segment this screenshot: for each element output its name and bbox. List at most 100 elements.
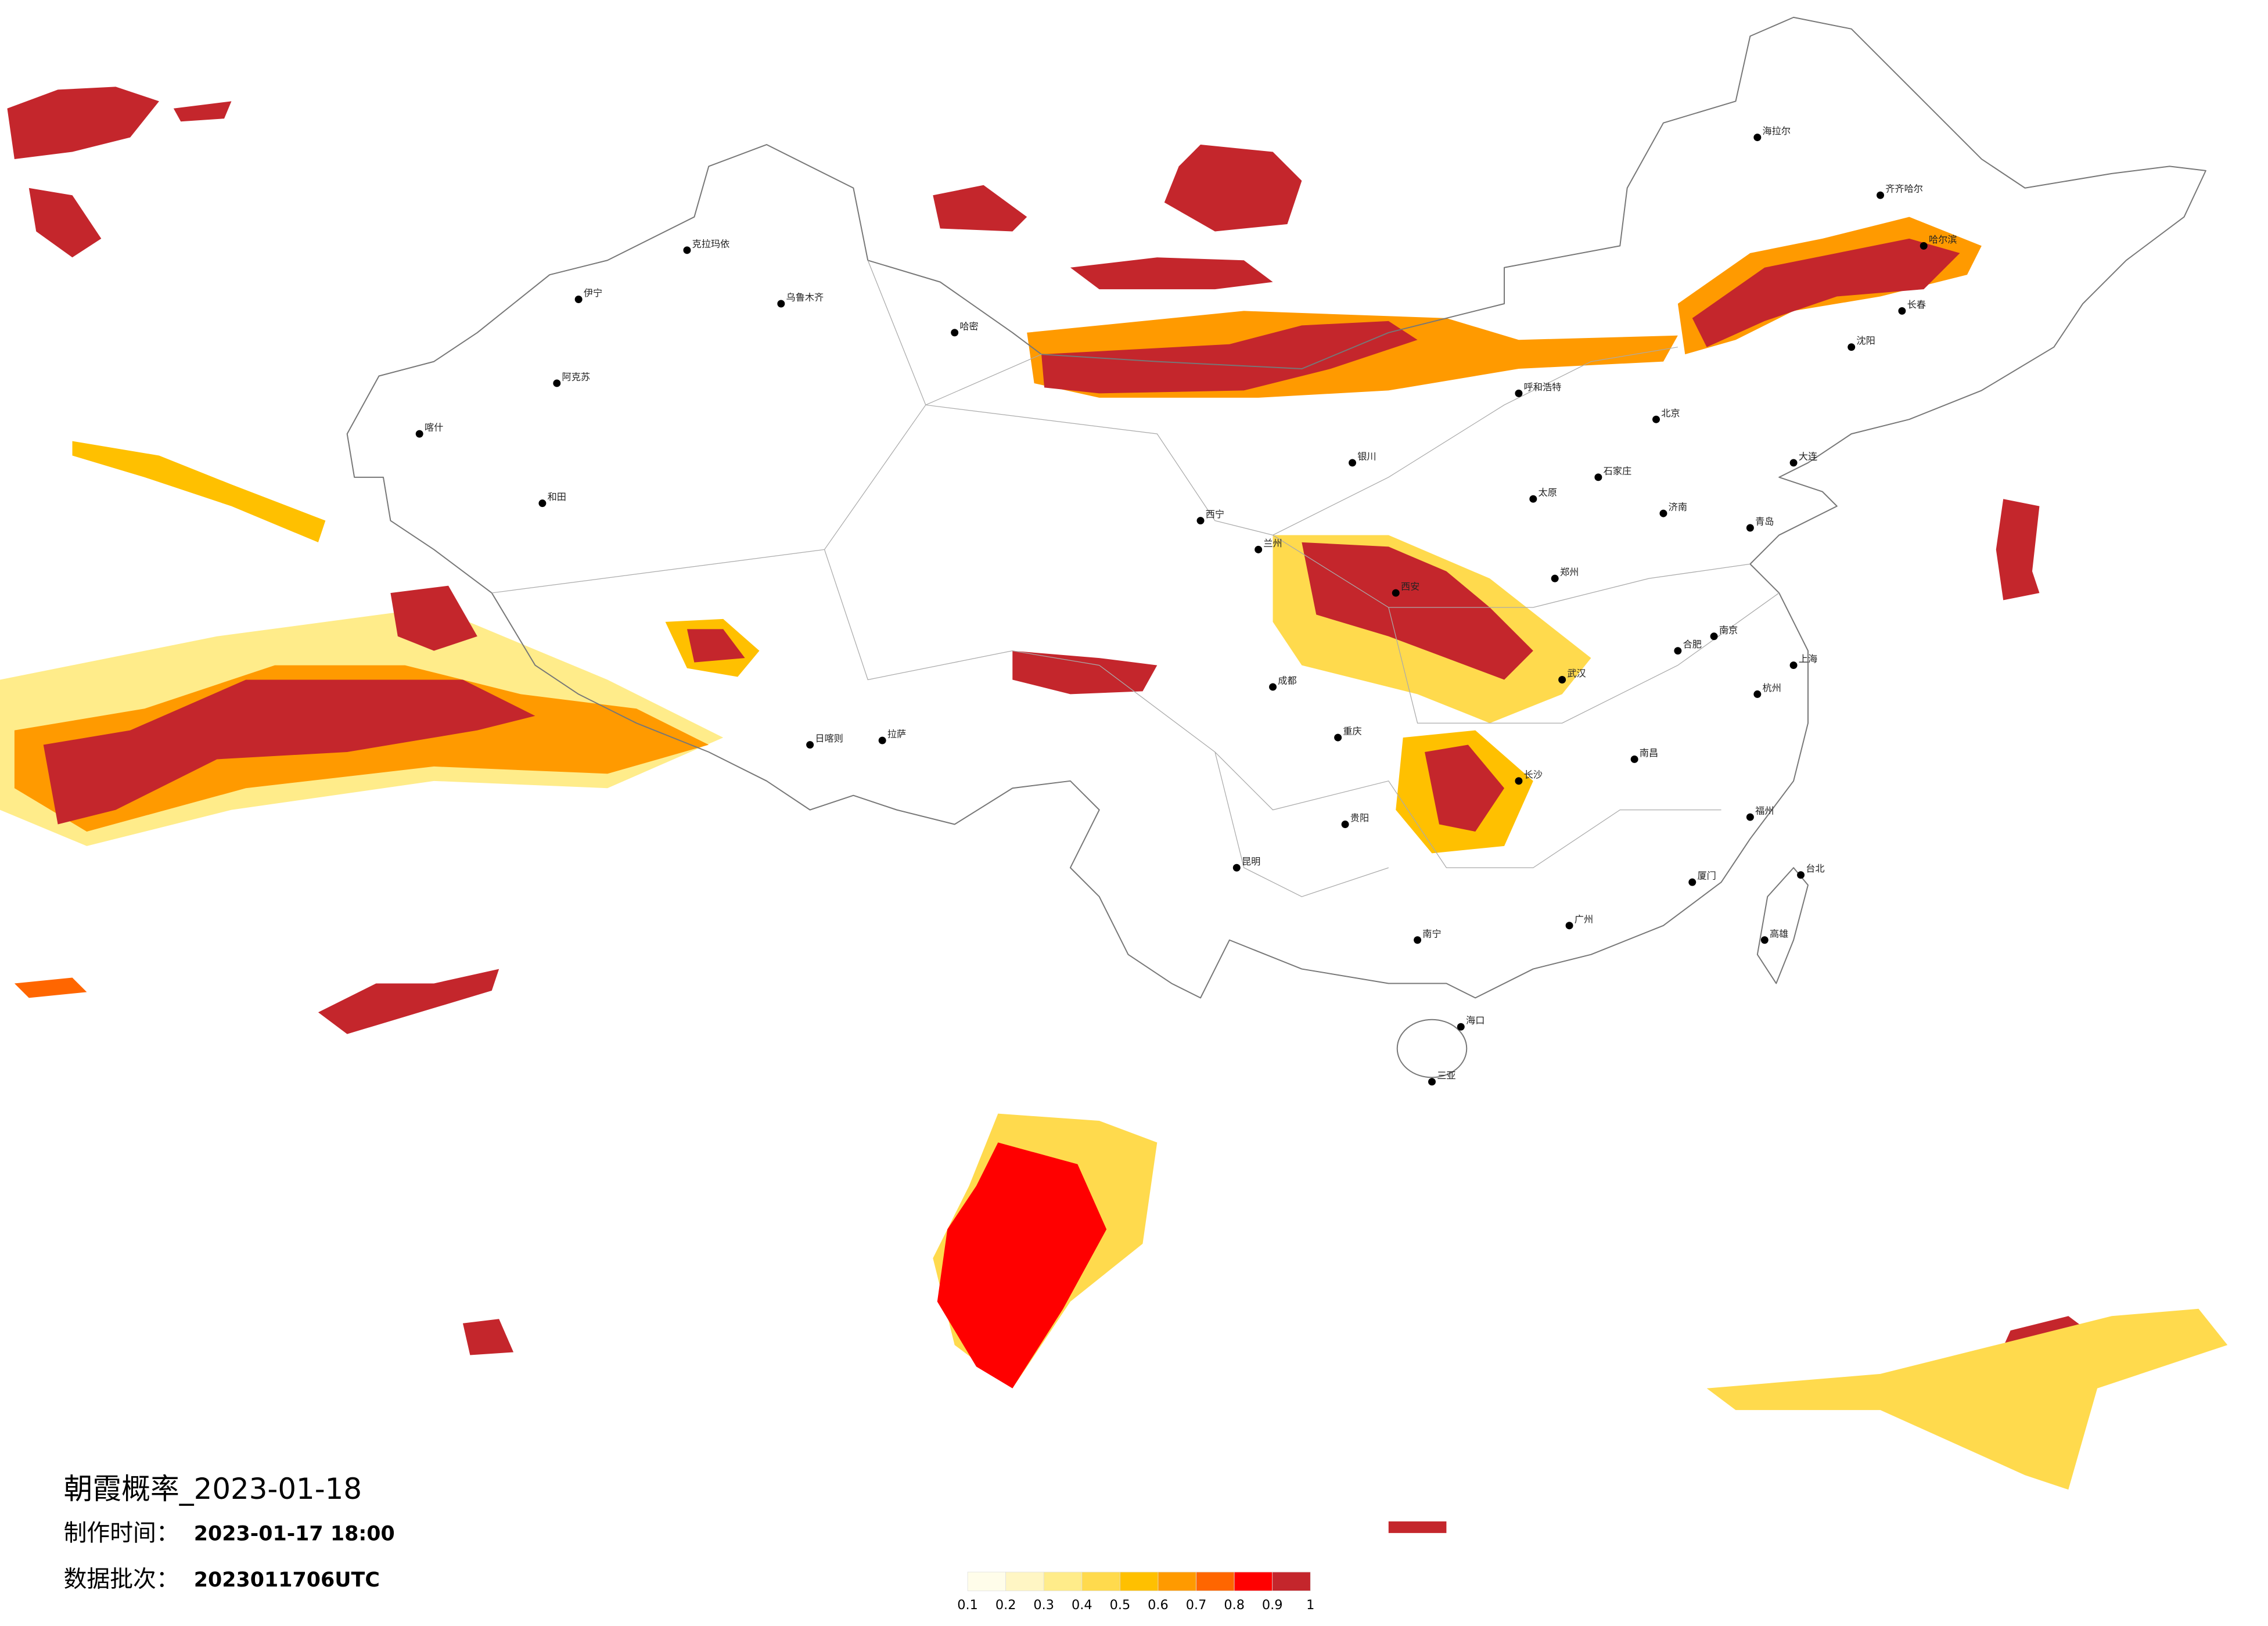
city-dot [1341,821,1349,829]
city-dot [777,300,785,308]
city-label: 太原 [1539,487,1557,498]
city-dot [951,329,959,337]
city-dot [1630,755,1638,763]
city-label: 昆明 [1242,856,1260,867]
colorbar: 0.1 0.2 0.3 0.4 0.5 0.6 0.7 0.8 0.9 1 [957,1571,1314,1613]
city-label: 齐齐哈尔 [1885,184,1923,195]
city-label: 郑州 [1560,567,1579,578]
prob-area [1070,257,1273,290]
colorbar-tick-label: 0.9 [1262,1598,1283,1613]
city-dot [1594,473,1602,481]
prob-area [14,977,87,998]
city-dot [1529,495,1537,503]
city-dot [1848,343,1856,351]
city-label: 克拉玛依 [692,238,730,249]
city-dot [538,499,547,508]
city-label: 海拉尔 [1763,125,1791,136]
city-label: 合肥 [1683,639,1702,650]
city-label: 重庆 [1343,726,1361,737]
city-label: 济南 [1669,502,1687,513]
city-dot [806,741,814,749]
prob-area [686,629,745,663]
data-batch-label: 数据批次： [64,1566,179,1593]
probability-field [0,87,2228,1533]
city-dot [1232,864,1241,872]
city-label: 喀什 [425,422,443,433]
prob-area [318,969,499,1034]
city-label: 长沙 [1524,769,1543,780]
city-dot [1746,524,1754,532]
city-label: 武汉 [1567,668,1586,679]
legend-swatch [1005,1571,1044,1591]
legend-swatch [1158,1571,1196,1591]
prob-area [390,585,477,651]
city-dot [1898,307,1906,315]
city-dot [415,430,423,438]
province-border [491,260,1780,897]
city-dot [1789,459,1798,467]
data-batch-value: 2023011706UTC [194,1569,380,1592]
city-label: 拉萨 [887,729,906,740]
city-label: 台北 [1806,863,1824,874]
prob-area [933,185,1027,232]
city-label: 和田 [548,491,566,502]
map-title: 朝霞概率_2023-01-18 [64,1472,362,1506]
prob-area [1388,1521,1447,1533]
city-dot [1414,936,1422,944]
colorbar-tick-label: 0.2 [995,1598,1016,1613]
city-label: 青岛 [1755,516,1774,527]
city-dot [574,296,583,303]
city-label: 福州 [1755,805,1774,816]
prob-area [72,441,326,542]
made-time-label: 制作时间： [64,1520,179,1546]
city-label: 乌鲁木齐 [786,292,824,303]
city-label: 呼和浩特 [1524,382,1562,393]
city-dot [1349,459,1356,467]
legend-swatch [1272,1571,1311,1591]
taiwan-border [1756,867,1809,984]
city-dot [1269,683,1277,691]
city-label: 日喀则 [815,733,843,744]
city-label: 北京 [1661,408,1680,419]
prob-area [43,679,535,825]
legend-swatch [1120,1571,1159,1591]
city-label: 上海 [1799,653,1817,664]
prob-area [462,1319,514,1355]
legend-swatch [1043,1571,1083,1591]
city-dot [683,246,691,254]
city-dot [1196,517,1205,525]
city-label: 西宁 [1206,509,1224,520]
prob-area [173,101,232,122]
colorbar-tick-label: 1 [1306,1598,1314,1613]
city-dot [1789,661,1798,670]
prob-area [28,188,102,258]
city-dot [1392,589,1400,597]
city-label: 大连 [1799,451,1817,462]
city-label: 沈阳 [1856,335,1875,346]
city-dot [1565,922,1573,930]
city-dot [1753,690,1762,698]
city-label: 广州 [1575,913,1593,924]
city-label: 南宁 [1422,928,1441,939]
city-label: 贵阳 [1350,812,1369,823]
city-dot [1920,242,1928,250]
colorbar-tick-label: 0.6 [1148,1598,1169,1613]
city-label: 兰州 [1263,538,1282,549]
prob-area [1164,145,1302,232]
city-label: 哈尔滨 [1929,234,1957,245]
legend-swatch [967,1571,1007,1591]
city-dot [1797,871,1805,879]
city-dot [1334,733,1342,742]
prob-area [1706,1308,2228,1490]
prob-area [1041,321,1418,394]
prob-area [1012,650,1158,695]
colorbar-tick-label: 0.4 [1072,1598,1092,1613]
city-label: 石家庄 [1604,465,1632,476]
city-label: 南昌 [1640,747,1658,758]
prob-area [1692,238,1960,347]
city-dot [1710,632,1718,641]
country-border [346,16,2206,999]
city-dot [1515,389,1523,397]
